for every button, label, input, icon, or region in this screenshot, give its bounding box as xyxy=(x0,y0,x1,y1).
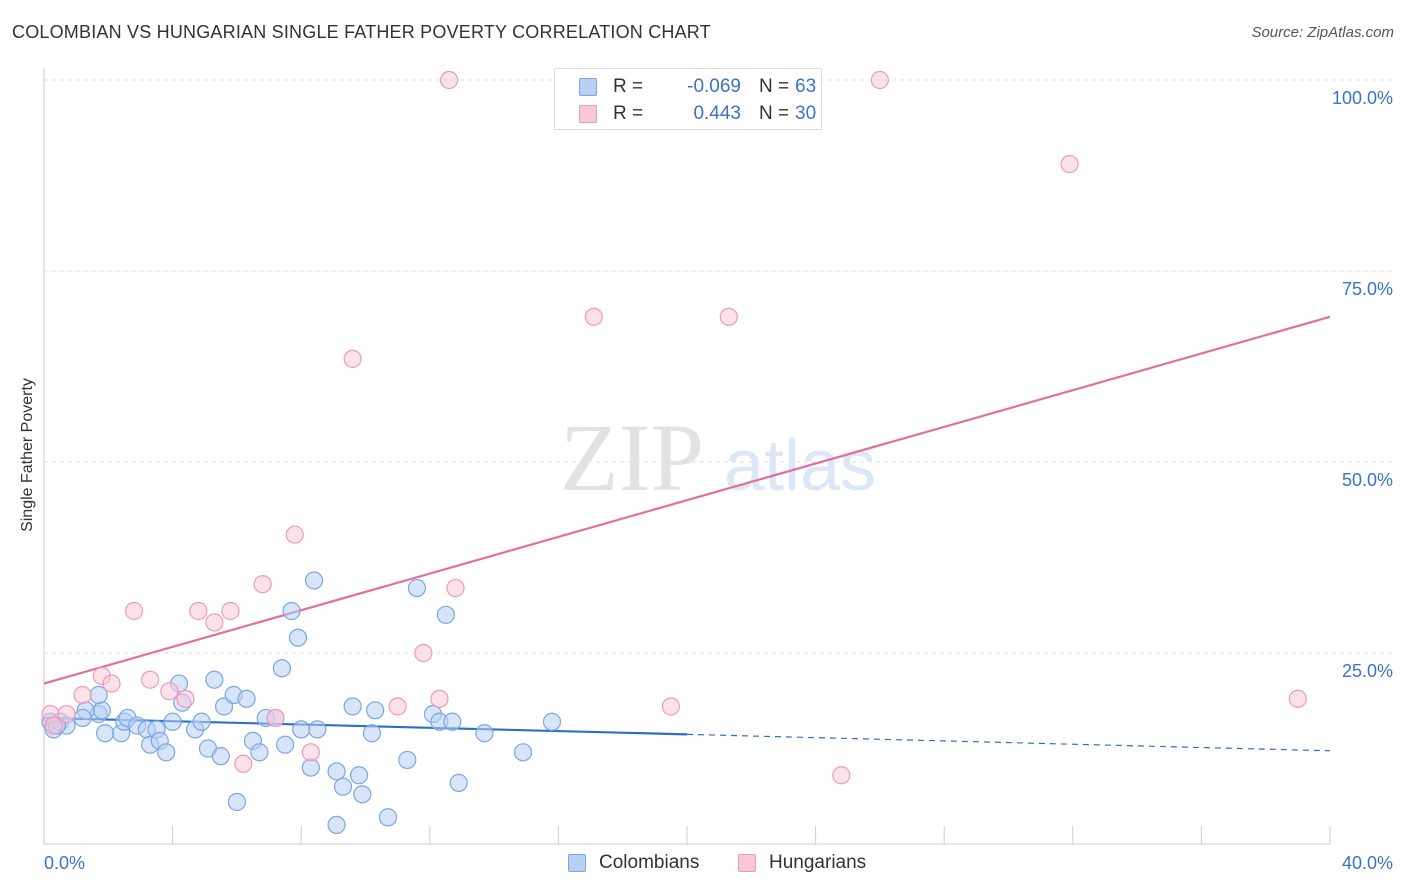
colombians-point xyxy=(407,578,427,598)
hungarians-point xyxy=(266,708,285,728)
legend-n-value: 30 xyxy=(795,103,817,124)
hungarians-point xyxy=(57,705,76,724)
hungarians-point xyxy=(221,601,240,621)
colombians-point xyxy=(157,743,176,762)
hungarians-point xyxy=(1060,154,1079,174)
watermark-atlas: atlas xyxy=(724,426,876,506)
trend-line-colombians-extension xyxy=(686,733,1331,752)
trend-line-colombians xyxy=(43,716,688,736)
hungarians-point xyxy=(870,70,890,90)
hungarians-point xyxy=(44,716,63,735)
hungarians-point xyxy=(160,682,179,701)
colombians-point xyxy=(308,720,327,739)
hungarians-point xyxy=(102,674,121,693)
hungarians-point xyxy=(832,766,851,785)
colombians-point xyxy=(443,712,462,731)
colombians-point xyxy=(475,724,494,743)
hungarians-point xyxy=(124,601,144,621)
colombians-point xyxy=(304,571,324,590)
y-tick-label-75: 75.0% xyxy=(1342,279,1393,299)
x-tick-min: 0.0% xyxy=(44,853,85,873)
colombians-point xyxy=(333,777,353,796)
hungarians-point xyxy=(343,349,362,368)
legend-r-label: R = xyxy=(613,76,644,97)
y-tick-label-50: 50.0% xyxy=(1342,470,1393,490)
colombians-point xyxy=(343,697,362,716)
colombians-point xyxy=(349,766,369,785)
watermark: ZIP atlas xyxy=(560,404,876,511)
watermark-zip: ZIP xyxy=(560,404,704,511)
hungarians-point xyxy=(439,70,459,90)
gridlines xyxy=(44,79,1394,654)
hungarians-point xyxy=(301,743,320,762)
hungarians-point xyxy=(176,689,195,708)
chart-source: Source: ZipAtlas.com xyxy=(1251,24,1394,41)
legend-r-value: 0.443 xyxy=(693,103,741,124)
colombians-point xyxy=(95,724,115,743)
colombians-point xyxy=(282,601,301,621)
hungarians-point xyxy=(73,685,92,705)
colombians-point xyxy=(449,773,468,792)
chart-title: COLOMBIAN VS HUNGARIAN SINGLE FATHER POV… xyxy=(12,22,711,42)
hungarians-point xyxy=(414,643,433,663)
legend-n-value: 63 xyxy=(795,76,817,97)
legend-swatch-colombians xyxy=(579,78,597,96)
colombians-point xyxy=(378,808,398,827)
legend-r-label: R = xyxy=(613,103,644,124)
y-tick-labels: 25.0% 50.0% 75.0% 100.0% xyxy=(1332,88,1393,681)
hungarians-point xyxy=(234,754,253,773)
x-tick-max: 40.0% xyxy=(1342,853,1393,873)
colombians-point xyxy=(92,701,111,720)
hungarians-point xyxy=(446,578,465,598)
hungarians-point xyxy=(253,575,272,594)
colombians-point xyxy=(436,605,455,624)
hungarians-point xyxy=(140,670,160,689)
y-tick-label-100: 100.0% xyxy=(1332,88,1393,108)
hungarians-point xyxy=(189,601,208,621)
legend-n-label: N = xyxy=(759,76,790,97)
hungarians-point xyxy=(285,525,304,544)
legend-r-value: -0.069 xyxy=(687,76,741,97)
colombians-point xyxy=(327,815,346,835)
y-tick-label-25: 25.0% xyxy=(1342,661,1393,681)
hungarians-point xyxy=(584,307,603,326)
colombians-point xyxy=(288,628,308,647)
colombians-point xyxy=(237,689,256,708)
hungarians-point xyxy=(661,697,681,716)
colombians-point xyxy=(513,743,533,762)
colombians-point xyxy=(163,712,182,731)
legend-swatch-hungarians xyxy=(579,105,597,123)
trend-line-hungarians xyxy=(43,315,1331,685)
colombians-point xyxy=(301,758,320,777)
colombians-point xyxy=(250,743,269,762)
series-swatch-colombians xyxy=(568,854,586,872)
hungarians-point xyxy=(719,307,738,326)
trend-lines xyxy=(43,315,1331,752)
colombians-point xyxy=(73,708,92,728)
hungarians-point xyxy=(1288,689,1307,708)
legend-n-label: N = xyxy=(759,103,790,124)
colombians-point xyxy=(192,712,211,731)
colombians-point xyxy=(272,659,292,678)
hungarians-point xyxy=(388,697,407,716)
colombians-point xyxy=(276,735,295,754)
series-label-hungarians: Hungarians xyxy=(769,852,867,873)
colombians-point xyxy=(542,712,562,731)
colombians-point xyxy=(366,701,385,720)
hungarians-points xyxy=(41,70,1307,785)
colombians-point xyxy=(398,750,417,770)
series-swatch-hungarians xyxy=(738,854,756,872)
correlation-legend: R = -0.069 N = 63 R = 0.443 N = 30 xyxy=(554,68,822,130)
series-label-colombians: Colombians xyxy=(599,852,700,873)
colombians-point xyxy=(227,792,246,812)
hungarians-point xyxy=(430,689,449,708)
colombians-point xyxy=(353,785,372,804)
hungarians-point xyxy=(205,613,224,632)
colombians-point xyxy=(211,747,230,766)
colombians-point xyxy=(205,670,224,689)
colombians-point xyxy=(327,762,346,781)
colombians-point xyxy=(292,720,311,739)
colombians-point xyxy=(362,724,382,743)
